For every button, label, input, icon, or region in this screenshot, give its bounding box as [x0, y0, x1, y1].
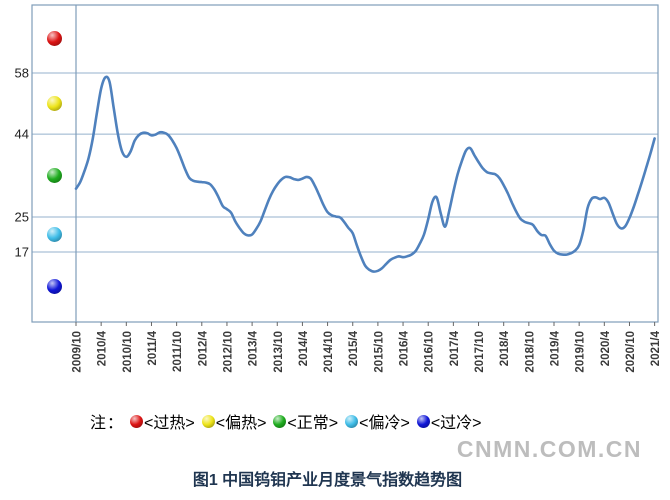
legend-item-slightly-cold: <偏冷>	[345, 409, 410, 433]
x-tick-label: 2015/10	[373, 331, 385, 373]
legend-ball-slightly-hot	[201, 414, 215, 428]
x-tick-label: 2012/10	[222, 331, 234, 373]
legend-ball-overcold	[416, 414, 430, 428]
zone-ball-overcold	[46, 279, 62, 295]
chart-area: 58 44 25 17 2009/10 2010/4 2010/10 2011/4 2011/1…	[15, 4, 662, 373]
x-tick-label: 2020/4	[600, 330, 612, 366]
x-tick-label: 2010/4	[97, 330, 109, 366]
legend-items: <过热> <偏热> <正常> <偏冷> <过冷>	[130, 409, 489, 433]
x-tick-label: 2019/4	[550, 330, 562, 366]
zone-ball-overheated	[46, 31, 62, 47]
legend: 注： <过热> <偏热> <正常> <偏冷> <过冷>	[90, 408, 489, 434]
y-tick-label: 25	[15, 210, 29, 225]
x-tick-label: 2017/10	[474, 331, 486, 373]
zone-ball-slightly-hot	[46, 96, 62, 112]
x-tick-label: 2013/4	[248, 330, 260, 366]
legend-item-slightly-hot: <偏热>	[201, 409, 267, 433]
legend-label-normal: <正常>	[287, 415, 339, 432]
x-tick-label: 2020/10	[625, 331, 637, 373]
legend-label-overcold: <过冷>	[430, 415, 482, 432]
y-tick-label: 17	[15, 244, 29, 259]
legend-item-overcold: <过冷>	[416, 409, 482, 433]
zone-ball-slightly-cold	[46, 227, 62, 242]
x-tick-label: 2017/4	[449, 330, 461, 366]
trend-chart-svg: 58 44 25 17 2009/10 2010/4 2010/10 2011/4 2011/1…	[15, 4, 662, 373]
x-tick-label: 2014/10	[323, 331, 335, 373]
x-tick-label: 2013/10	[273, 331, 285, 373]
y-tick-label: 44	[15, 127, 29, 142]
x-tick-label: 2011/10	[172, 331, 184, 372]
x-tick-label: 2012/4	[197, 330, 209, 366]
legend-ball-normal	[273, 414, 287, 428]
legend-ball-slightly-cold	[345, 414, 359, 428]
x-tick-label: 2011/4	[147, 330, 159, 365]
x-tick-label: 2019/10	[575, 331, 587, 373]
y-tick-label: 58	[15, 65, 29, 80]
x-tick-label: 2015/4	[348, 330, 360, 366]
x-tick-label: 2014/4	[298, 330, 310, 366]
x-tick-label: 2021/4	[650, 330, 662, 366]
x-tick-label: 2016/10	[424, 331, 436, 373]
legend-ball-overheated	[130, 414, 144, 428]
legend-label-slightly-hot: <偏热>	[215, 415, 267, 432]
legend-label-overheated: <过热>	[144, 415, 195, 432]
x-tick-label: 2018/4	[499, 330, 511, 366]
legend-item-overheated: <过热>	[130, 409, 195, 433]
legend-note-label: 注：	[90, 415, 125, 432]
zone-ball-normal	[46, 168, 62, 184]
watermark: CNMN.COM.CN	[456, 436, 642, 462]
index-trend-line	[74, 75, 656, 273]
legend-label-slightly-cold: <偏冷>	[359, 415, 410, 432]
x-tick-label: 2010/10	[122, 331, 134, 373]
figure-caption: 图1 中国钨钼产业月度景气指数趋势图	[192, 472, 463, 489]
x-tick-label: 2009/10	[72, 331, 84, 373]
x-tick-label: 2018/10	[524, 331, 536, 373]
legend-item-normal: <正常>	[273, 409, 338, 433]
x-tick-label: 2016/4	[399, 330, 411, 366]
